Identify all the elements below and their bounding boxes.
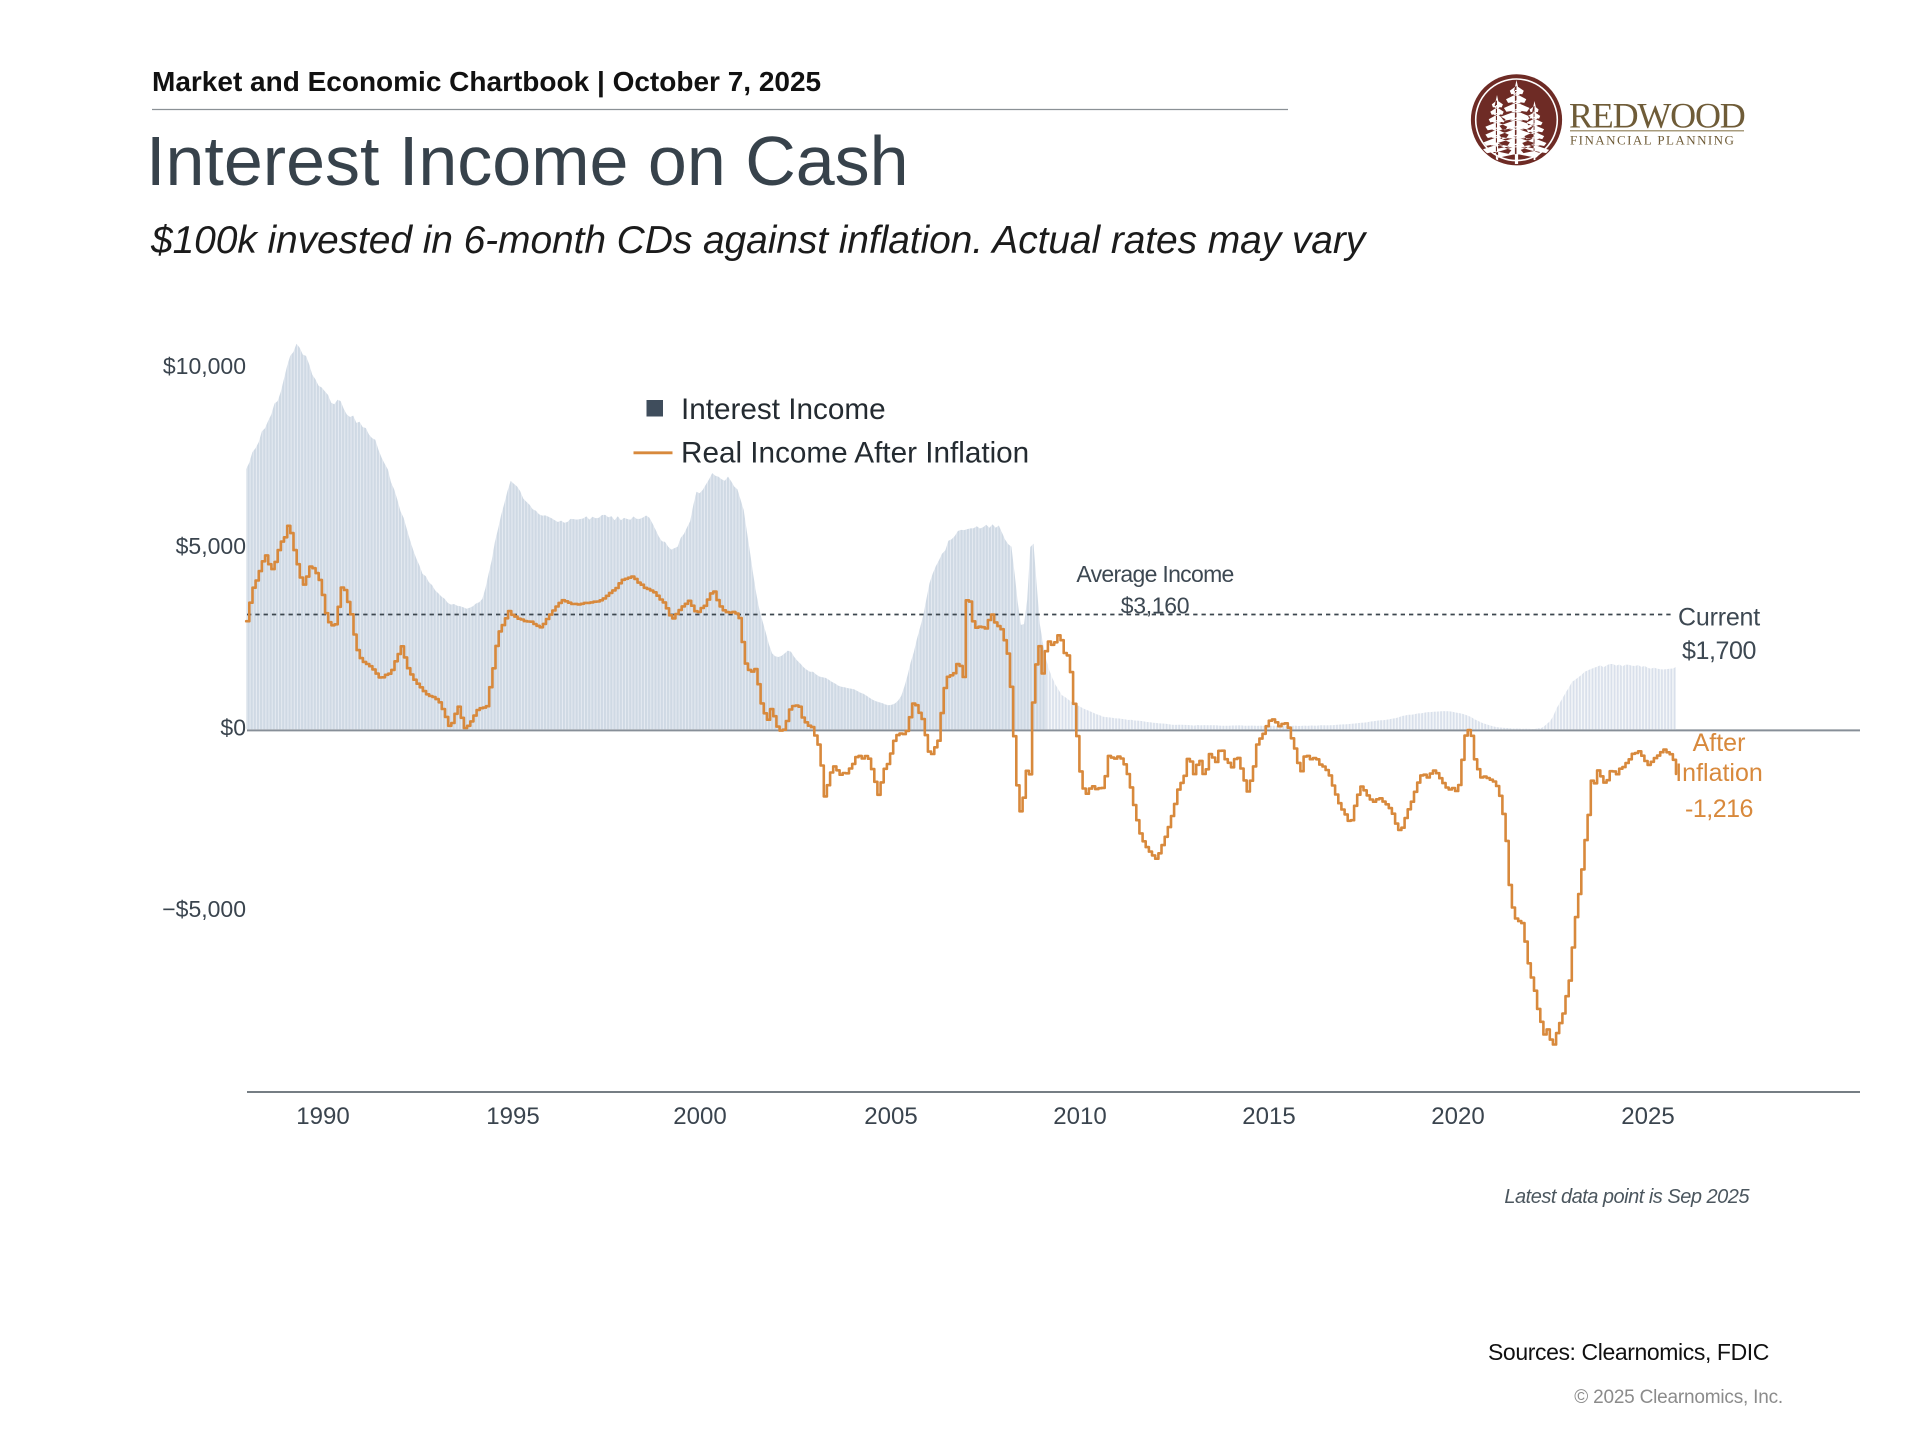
svg-text:After: After [1693,729,1746,757]
svg-text:$100k invested in 6-month CDs: $100k invested in 6-month CDs against in… [150,219,1368,262]
svg-text:2020: 2020 [1431,1103,1484,1130]
svg-text:Sources: Clearnomics, FDIC: Sources: Clearnomics, FDIC [1488,1339,1769,1365]
svg-text:2010: 2010 [1053,1103,1106,1130]
svg-text:Market and Economic Chartbook: Market and Economic Chartbook | October … [152,66,821,97]
svg-text:Current: Current [1678,604,1760,632]
svg-text:Interest Income on Cash: Interest Income on Cash [146,122,909,200]
svg-text:$3,160: $3,160 [1121,593,1190,619]
svg-text:1995: 1995 [486,1103,539,1130]
svg-text:$5,000: $5,000 [176,533,246,559]
svg-text:2015: 2015 [1242,1103,1295,1130]
svg-text:Latest data point is Sep 2025: Latest data point is Sep 2025 [1504,1186,1750,1208]
svg-text:2005: 2005 [864,1103,917,1130]
svg-text:$1,700: $1,700 [1682,637,1756,665]
svg-text:$0: $0 [220,715,246,741]
svg-text:-1,216: -1,216 [1685,795,1753,823]
svg-text:Average Income: Average Income [1076,561,1233,587]
svg-text:−$5,000: −$5,000 [162,896,246,922]
svg-text:Inflation: Inflation [1675,759,1763,787]
svg-text:REDWOOD: REDWOOD [1569,96,1745,136]
svg-text:2000: 2000 [673,1103,726,1130]
svg-text:2025: 2025 [1621,1103,1674,1130]
svg-text:Real Income After Inflation: Real Income After Inflation [681,437,1029,470]
svg-text:Interest Income: Interest Income [681,393,886,426]
svg-text:FINANCIAL PLANNING: FINANCIAL PLANNING [1570,133,1735,148]
svg-text:© 2025 Clearnomics, Inc.: © 2025 Clearnomics, Inc. [1574,1387,1783,1408]
svg-text:$10,000: $10,000 [163,353,246,379]
svg-text:1990: 1990 [296,1103,349,1130]
